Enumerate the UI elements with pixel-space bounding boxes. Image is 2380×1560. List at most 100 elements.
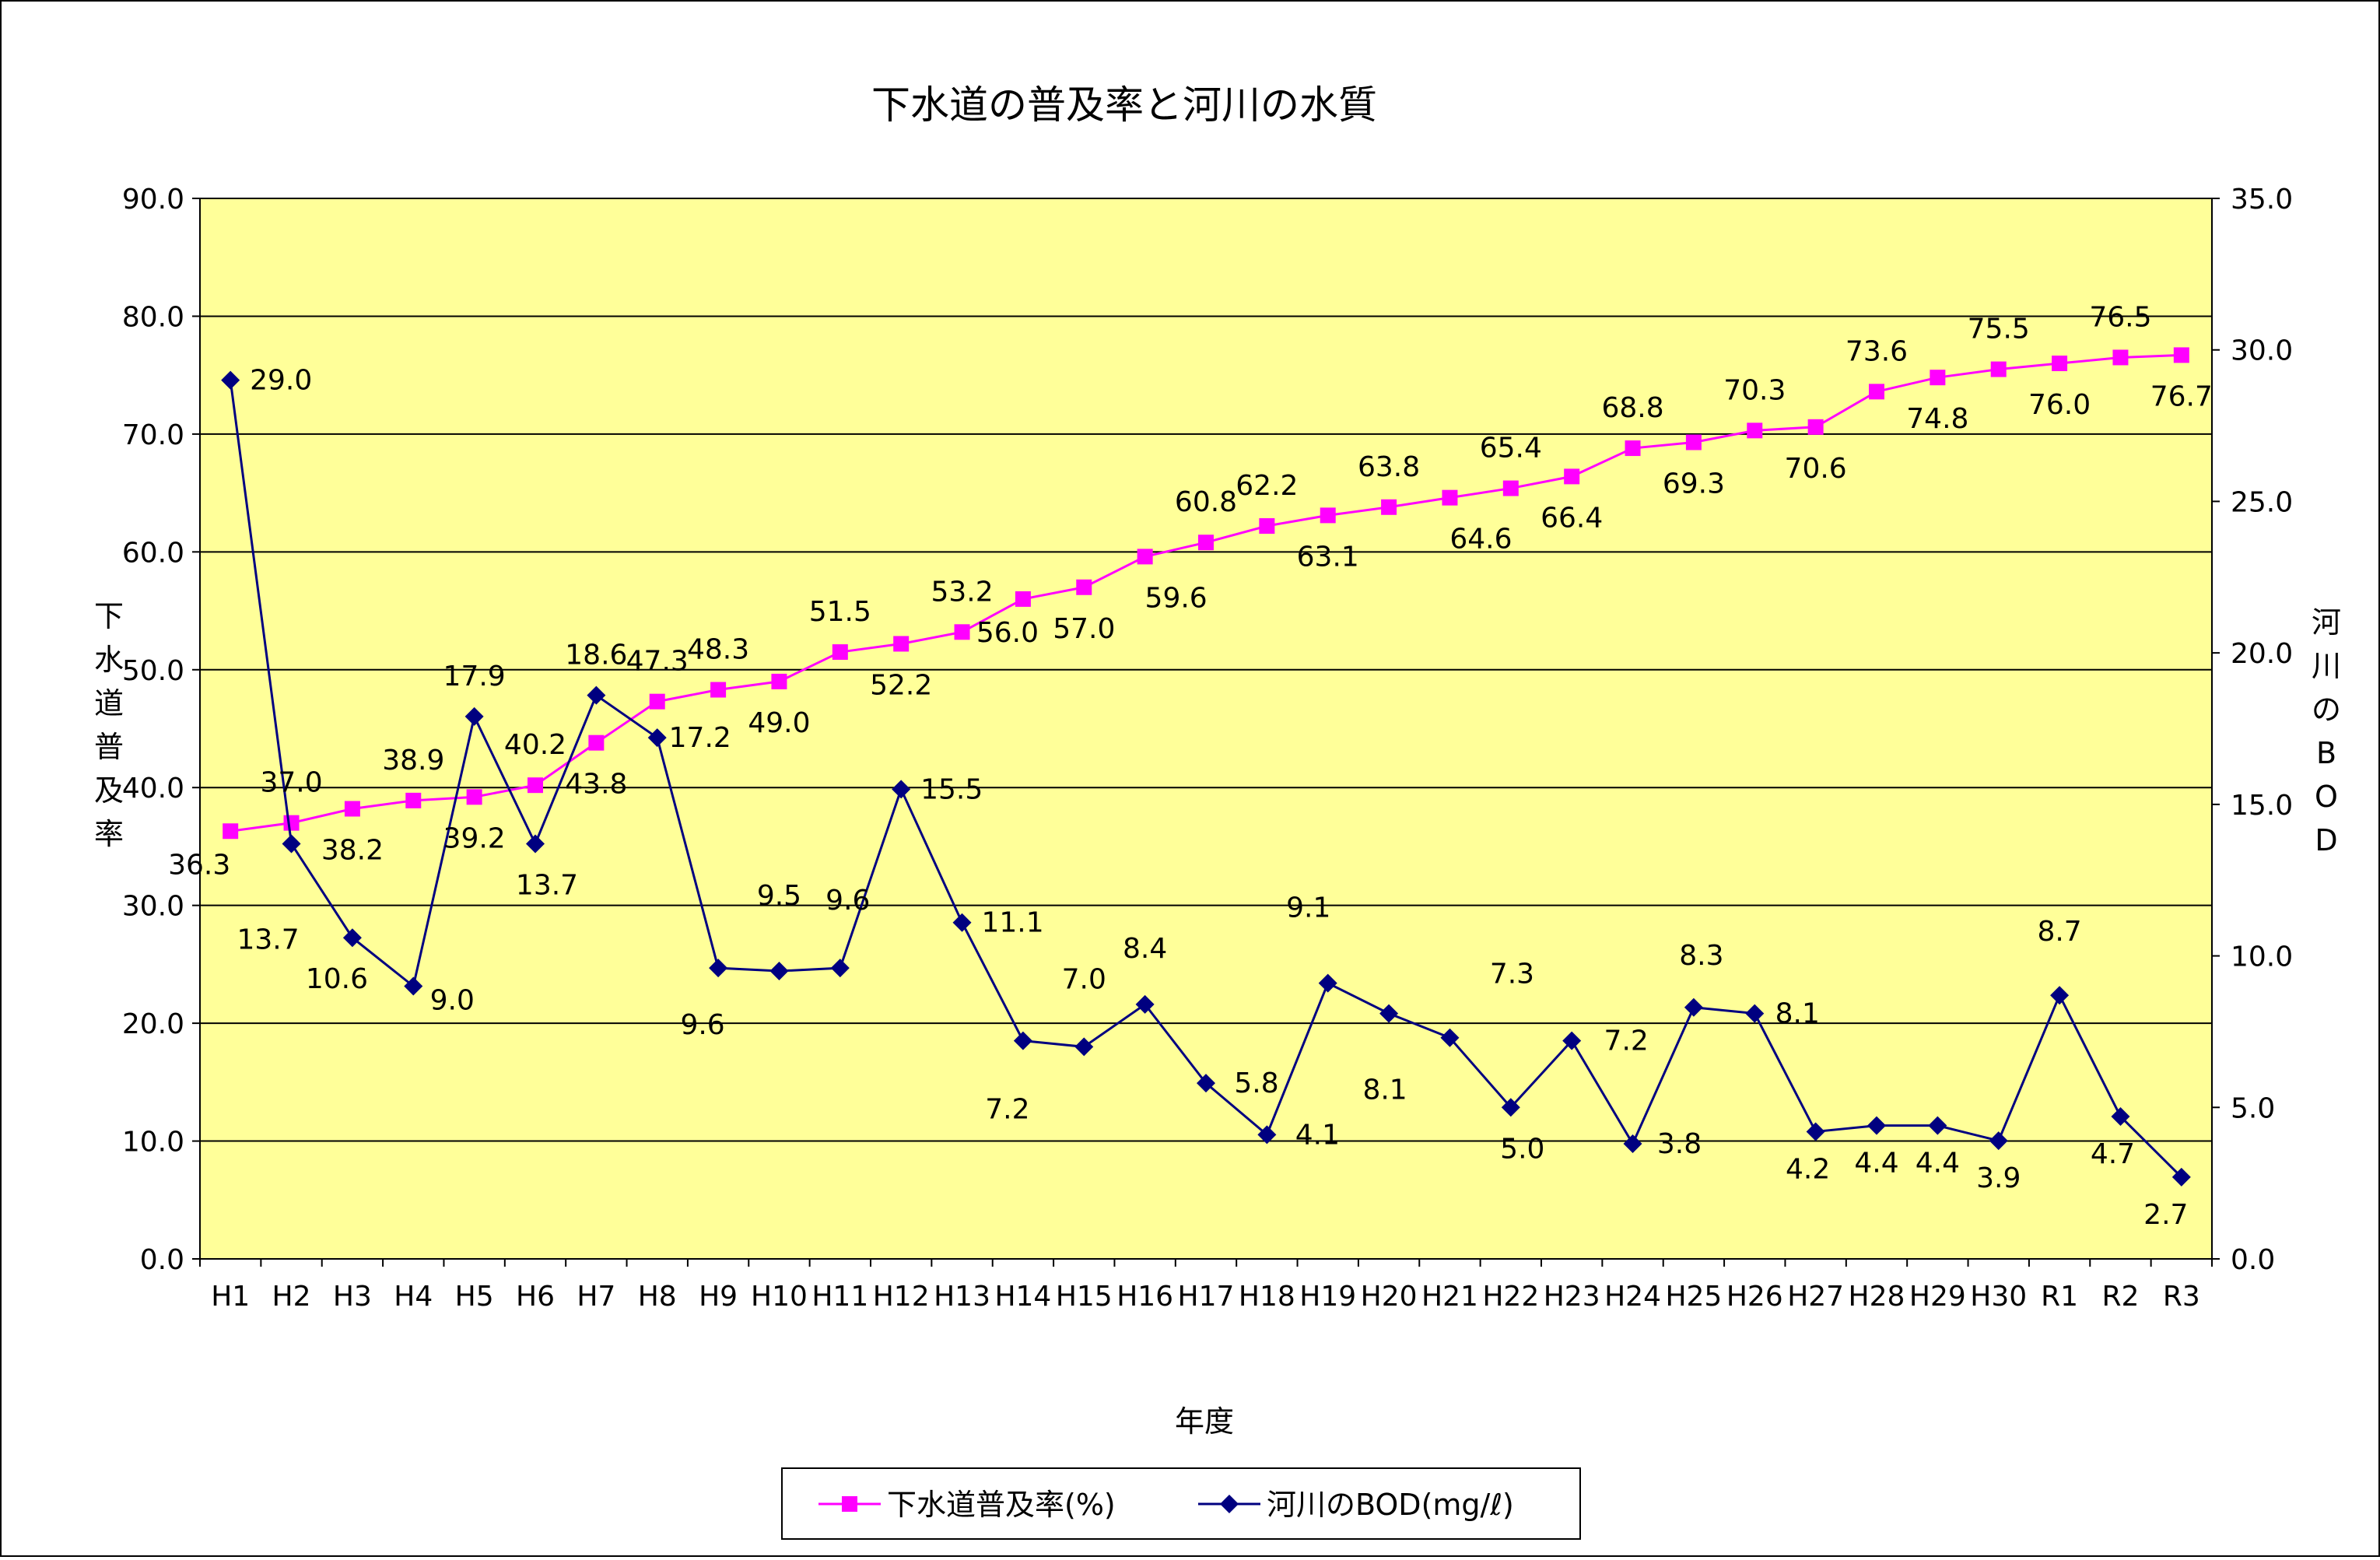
data-point-sewer (283, 815, 300, 831)
data-label-bod: 4.7 (2091, 1138, 2135, 1170)
data-point-sewer (588, 734, 605, 751)
data-point-sewer (1137, 549, 1153, 565)
legend-marker-bod (1220, 1495, 1239, 1513)
left-axis-tick-label: 10.0 (122, 1127, 184, 1159)
x-axis-tick-label: H17 (1178, 1281, 1235, 1313)
x-axis-tick-label: H25 (1665, 1281, 1722, 1313)
data-label-sewer: 74.8 (1906, 403, 1968, 435)
x-axis-tick-label: H8 (638, 1281, 677, 1313)
data-point-bod (1074, 1037, 1094, 1057)
plot-area (199, 198, 2213, 1260)
data-point-bod (404, 976, 423, 996)
data-point-sewer (1076, 579, 1092, 595)
data-point-bod (1562, 1031, 1582, 1050)
x-axis-tick-label: H26 (1726, 1281, 1783, 1313)
x-axis-tick-label: H22 (1482, 1281, 1539, 1313)
x-axis-tick-label: H1 (211, 1281, 250, 1313)
data-point-bod (1440, 1028, 1460, 1047)
data-label-bod: 7.2 (1604, 1025, 1649, 1057)
gridlines (200, 198, 2212, 1142)
data-label-sewer: 63.8 (1358, 451, 1420, 483)
data-point-bod (2050, 986, 2070, 1005)
data-label-bod: 13.7 (516, 869, 578, 901)
legend-marker-sewer (842, 1496, 857, 1512)
data-point-sewer (1259, 518, 1275, 535)
x-axis-tick-label: H18 (1239, 1281, 1295, 1313)
data-point-bod (2171, 1167, 2191, 1187)
data-point-bod (830, 959, 850, 978)
x-axis-tick-label: H19 (1299, 1281, 1356, 1313)
data-point-bod (1745, 1004, 1765, 1023)
data-point-sewer (466, 789, 482, 805)
data-point-sewer (1502, 480, 1519, 496)
data-point-bod (952, 913, 972, 932)
data-label-bod: 4.1 (1295, 1119, 1340, 1151)
data-label-bod: 10.6 (306, 963, 368, 995)
data-point-bod (221, 370, 240, 390)
data-label-bod: 2.7 (2143, 1199, 2188, 1231)
x-axis-tick-label: R1 (2041, 1281, 2078, 1313)
data-labels: 36.3 37.0 38.2 38.9 39.2 40.2 43.8 47.348.3 49.0… (168, 301, 2213, 1230)
x-axis-tick-label: H13 (934, 1281, 990, 1313)
x-axis-tick-label: H10 (751, 1281, 808, 1313)
data-point-sewer (771, 673, 787, 689)
x-axis-tick-label: H5 (455, 1281, 494, 1313)
x-axis-tick-label: H3 (333, 1281, 372, 1313)
data-label-bod: 9.5 (757, 880, 801, 912)
right-axis-tick-label: 5.0 (2231, 1092, 2275, 1124)
x-axis-tick-label: H7 (577, 1281, 615, 1313)
right-axis-tick-label: 25.0 (2231, 486, 2293, 518)
data-label-bod: 8.3 (1679, 940, 1723, 972)
legend: 下水道普及率(%) 河川のBOD(mg/ℓ) (781, 1467, 1581, 1540)
x-axis-tick-label: H30 (1970, 1281, 2027, 1313)
data-point-sewer (1930, 370, 1946, 386)
right-axis-tick-label: 30.0 (2231, 335, 2293, 367)
x-axis-tick-label: H21 (1421, 1281, 1478, 1313)
x-axis-tick-label: H27 (1787, 1281, 1844, 1313)
data-point-sewer (893, 636, 910, 652)
data-label-sewer: 62.2 (1236, 470, 1298, 502)
data-label-bod: 13.7 (237, 924, 299, 955)
right-axis-ticks: 0.0 5.0 10.0 15.0 20.0 25.0 30.0 35.0 (2211, 184, 2293, 1276)
data-label-bod: 9.0 (430, 985, 475, 1017)
data-label-bod: 3.8 (1657, 1128, 1702, 1160)
x-axis-tick-label: H20 (1361, 1281, 1418, 1313)
data-label-sewer: 63.1 (1297, 541, 1359, 573)
data-point-bod (1013, 1031, 1032, 1050)
data-label-sewer: 73.6 (1845, 335, 1908, 367)
x-axis-title: 年度 (1175, 1404, 1234, 1439)
data-label-sewer: 70.6 (1785, 453, 1847, 485)
data-label-sewer: 43.8 (565, 769, 627, 801)
data-point-bod (464, 706, 484, 726)
data-point-bod (1806, 1122, 1825, 1141)
data-point-bod (1928, 1116, 1947, 1135)
data-point-bod (1684, 997, 1703, 1017)
data-label-sewer: 59.6 (1145, 582, 1208, 614)
x-axis-tick-label: H14 (994, 1281, 1051, 1313)
right-axis-tick-label: 15.0 (2231, 790, 2293, 822)
left-axis-ticks: 0.0 10.0 20.0 30.0 40.0 50.0 60.0 70.0 80.0 90.0 (122, 184, 201, 1276)
left-axis-tick-label: 70.0 (122, 419, 184, 451)
data-label-bod: 17.9 (443, 661, 506, 692)
data-point-sewer (405, 792, 422, 808)
right-axis-title: 河川の B O D (2312, 605, 2341, 857)
data-label-sewer: 66.4 (1541, 502, 1603, 534)
data-point-sewer (1381, 499, 1397, 515)
x-axis-tick-label: H23 (1544, 1281, 1600, 1313)
data-point-bod (1623, 1134, 1642, 1154)
left-axis-title-text: 下水道普及率 (94, 599, 124, 851)
x-axis-tick-label: H9 (699, 1281, 738, 1313)
data-label-bod: 4.2 (1786, 1153, 1830, 1185)
data-label-sewer: 37.0 (260, 767, 322, 799)
x-axis-tick-label: R3 (2163, 1281, 2200, 1313)
data-label-bod: 17.2 (669, 722, 731, 754)
right-axis-tick-label: 0.0 (2231, 1244, 2275, 1276)
data-point-bod (892, 780, 911, 799)
data-label-bod: 9.6 (680, 1009, 724, 1041)
left-axis-title: 下水道普及率 (94, 599, 124, 851)
data-label-bod: 29.0 (250, 365, 312, 397)
data-label-sewer: 76.5 (2089, 301, 2151, 333)
data-label-sewer: 38.2 (321, 834, 384, 866)
series-river-bod (221, 370, 2191, 1187)
